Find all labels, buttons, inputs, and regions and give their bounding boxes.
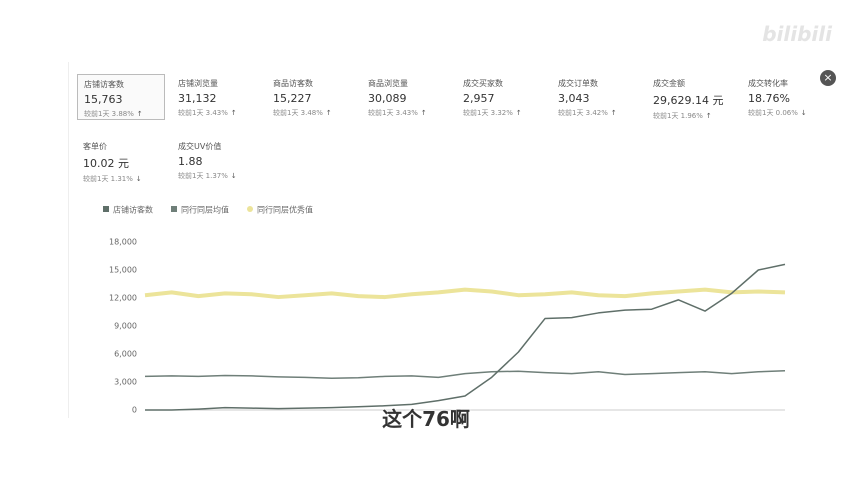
metric-value: 15,763 — [84, 93, 123, 106]
metric-label: 成交金额 — [653, 79, 685, 88]
trend-arrow: ↓ — [230, 172, 237, 180]
metric-label: 成交UV价值 — [178, 142, 222, 151]
metric-value: 30,089 — [368, 92, 407, 105]
trend-arrow: ↑ — [420, 109, 427, 117]
trend-arrow: ↓ — [135, 175, 142, 183]
trend-arrow: ↑ — [705, 112, 712, 120]
metric-card[interactable]: 成交金额 29,629.14 元较前1天 1.96% ↑ — [647, 74, 735, 120]
metric-value: 15,227 — [273, 92, 312, 105]
metric-card[interactable]: 客单价 10.02 元较前1天 1.31% ↓ — [77, 137, 165, 183]
metric-card[interactable]: 店铺访客数 15,763 较前1天 3.88% ↑ — [77, 74, 165, 120]
metric-card[interactable]: 商品访客数 15,227 较前1天 3.48% ↑ — [267, 74, 355, 120]
trend-arrow: ↑ — [515, 109, 522, 117]
metric-compare: 较前1天 1.31% ↓ — [83, 175, 142, 183]
metric-value: 29,629.14 元 — [653, 94, 724, 107]
metric-compare: 较前1天 3.88% ↑ — [84, 110, 143, 118]
trend-arrow: ↑ — [610, 109, 617, 117]
metric-label: 商品访客数 — [273, 79, 313, 88]
trend-arrow: ↑ — [136, 110, 143, 118]
metric-card[interactable]: 成交转化率 18.76% 较前1天 0.06% ↓ — [742, 74, 830, 120]
metric-compare: 较前1天 1.37% ↓ — [178, 172, 237, 180]
metric-label: 成交买家数 — [463, 79, 503, 88]
dashboard-panel: 店铺访客数 15,763 较前1天 3.88% ↑ 店铺浏览量 31,132 较前1天 3.… — [68, 62, 841, 418]
metric-label: 成交转化率 — [748, 79, 788, 88]
metric-compare: 较前1天 1.96% ↑ — [653, 112, 712, 120]
metric-value: 3,043 — [558, 92, 590, 105]
metric-compare: 较前1天 3.42% ↑ — [558, 109, 617, 117]
metric-value: 31,132 — [178, 92, 217, 105]
trend-arrow: ↑ — [230, 109, 237, 117]
metric-value: 18.76% — [748, 92, 790, 105]
metric-card[interactable]: 成交买家数 2,957 较前1天 3.32% ↑ — [457, 74, 545, 120]
metric-value: 10.02 元 — [83, 157, 129, 170]
metric-card[interactable]: 成交UV价值 1.88 较前1天 1.37% ↓ — [172, 137, 260, 183]
metric-label: 商品浏览量 — [368, 79, 408, 88]
metric-card[interactable]: 商品浏览量 30,089 较前1天 3.43% ↑ — [362, 74, 450, 120]
metric-card[interactable]: 成交订单数 3,043 较前1天 3.42% ↑ — [552, 74, 640, 120]
metric-label: 成交订单数 — [558, 79, 598, 88]
metric-compare: 较前1天 3.43% ↑ — [368, 109, 427, 117]
metric-label: 店铺访客数 — [84, 80, 124, 89]
metric-label: 店铺浏览量 — [178, 79, 218, 88]
watermark: bilibili — [762, 22, 832, 46]
metric-compare: 较前1天 3.32% ↑ — [463, 109, 522, 117]
metric-value: 2,957 — [463, 92, 495, 105]
trend-arrow: ↓ — [800, 109, 807, 117]
metric-label: 客单价 — [83, 142, 107, 151]
close-button[interactable]: × — [820, 70, 836, 86]
metric-compare: 较前1天 3.43% ↑ — [178, 109, 237, 117]
metric-compare: 较前1天 0.06% ↓ — [748, 109, 807, 117]
metric-card[interactable]: 店铺浏览量 31,132 较前1天 3.43% ↑ — [172, 74, 260, 120]
trend-arrow: ↑ — [325, 109, 332, 117]
subtitle-caption: 这个76啊 — [382, 407, 470, 431]
metric-value: 1.88 — [178, 155, 203, 168]
metric-compare: 较前1天 3.48% ↑ — [273, 109, 332, 117]
